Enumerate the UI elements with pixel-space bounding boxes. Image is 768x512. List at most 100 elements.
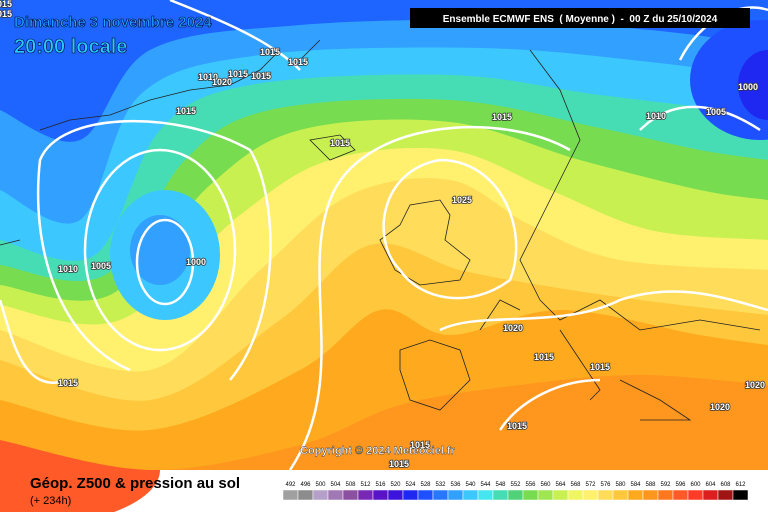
cold-core [738, 50, 768, 120]
scale-swatch [597, 489, 614, 501]
isobar-label: 1000 [738, 82, 758, 92]
isobar-label: 1015 [228, 69, 248, 79]
isobar-label: 1010 [198, 72, 218, 82]
scale-swatch [672, 489, 689, 501]
isobar-label: 1000 [186, 257, 206, 267]
isobar-label: 1010 [58, 264, 78, 274]
isobar-label: 1015 [251, 71, 271, 81]
isobar-label: 1015 [0, 9, 12, 19]
scale-swatch [462, 489, 479, 501]
scale-label: 612 [735, 482, 746, 488]
isobar-label: 1015 [492, 112, 512, 122]
isobar [0, 125, 571, 471]
scale-label: 508 [345, 482, 356, 488]
isobar-label: 1015 [507, 421, 527, 431]
scale-label: 568 [570, 482, 581, 488]
scale-label: 532 [435, 482, 446, 488]
scale-swatch [372, 489, 389, 501]
scale-label: 492 [285, 482, 296, 488]
isobar-label: 1020 [710, 402, 730, 412]
scale-label: 512 [360, 482, 371, 488]
scale-swatch [732, 489, 749, 501]
scale-label: 496 [300, 482, 311, 488]
scale-swatch [702, 489, 719, 501]
scale-label: 600 [690, 482, 701, 488]
map-time: 20:00 locale [14, 36, 127, 58]
scale-label: 604 [705, 482, 716, 488]
scale-label: 572 [585, 482, 596, 488]
scale-swatch [312, 489, 329, 501]
scale-swatch [522, 489, 539, 501]
coastlines [0, 39, 761, 421]
scale-swatch [432, 489, 449, 501]
model-info: Ensemble ECMWF ENS ( Moyenne ) - 00 Z du… [443, 14, 718, 25]
isobar-label: 1010 [646, 111, 666, 121]
isobar-label: 1015 [288, 57, 308, 67]
isobar-label: 1015 [590, 362, 610, 372]
scale-swatch [402, 489, 419, 501]
isobar-label: 1015 [534, 352, 554, 362]
scale-swatch [342, 489, 359, 501]
scale-swatch [537, 489, 554, 501]
scale-swatch [282, 489, 299, 501]
scale-swatch [717, 489, 734, 501]
isobar-labels: 1015101510151015101010201015101510151015… [0, 0, 766, 470]
scale-label: 520 [390, 482, 401, 488]
isobar-label: 1020 [212, 77, 232, 87]
scale-swatch [297, 489, 314, 501]
isobar-label: 1015 [0, 0, 12, 9]
isobar [36, 120, 272, 381]
isobar-label: 1025 [452, 195, 472, 205]
scale-label: 548 [495, 482, 506, 488]
scale-label: 544 [480, 482, 491, 488]
scale-label: 576 [600, 482, 611, 488]
isobar-label: 1020 [745, 380, 765, 390]
scale-swatch [687, 489, 704, 501]
isobar-label: 1015 [58, 378, 78, 388]
scale-swatch [567, 489, 584, 501]
scale-swatch [357, 489, 374, 501]
isobar [169, 0, 301, 71]
scale-swatch [627, 489, 644, 501]
isobar-label: 1015 [330, 138, 350, 148]
isobar [83, 148, 237, 352]
scale-label: 564 [555, 482, 566, 488]
isobar [382, 158, 518, 300]
color-scale: 492 496 500 504 508 512 516 520 524 528 532 536 540 5… [282, 482, 749, 501]
model-box [410, 8, 750, 28]
scale-label: 588 [645, 482, 656, 488]
scale-swatch [327, 489, 344, 501]
scale-swatch [477, 489, 494, 501]
scale-swatch [642, 489, 659, 501]
scale-swatch [507, 489, 524, 501]
isobar [439, 6, 768, 431]
isobar-label: 1015 [389, 459, 409, 469]
lead-time: (+ 234h) [30, 495, 71, 507]
scale-label: 556 [525, 482, 536, 488]
scale-swatch [552, 489, 569, 501]
isobar [135, 218, 195, 306]
isobar-label: 1020 [503, 323, 523, 333]
isobar-label: 1015 [410, 440, 430, 450]
isobar-label: 1015 [260, 47, 280, 57]
scale-label: 516 [375, 482, 386, 488]
scale-label: 584 [630, 482, 641, 488]
scale-label: 528 [420, 482, 431, 488]
scale-label: 608 [720, 482, 731, 488]
scale-label: 504 [330, 482, 341, 488]
map-date: Dimanche 3 novembre 2024 [14, 14, 212, 31]
isobar-label: 1005 [91, 261, 111, 271]
scale-label: 592 [660, 482, 671, 488]
scale-swatch [447, 489, 464, 501]
scale-label: 596 [675, 482, 686, 488]
scale-swatch [612, 489, 629, 501]
scale-label: 560 [540, 482, 551, 488]
scale-swatch [657, 489, 674, 501]
field-band [0, 0, 768, 224]
footer-title: Géop. Z500 & pression au sol [30, 475, 240, 492]
scale-label: 500 [315, 482, 326, 488]
copyright: Copyright © 2024 Meteociel.fr [300, 445, 456, 457]
isobar-label: 1005 [706, 107, 726, 117]
